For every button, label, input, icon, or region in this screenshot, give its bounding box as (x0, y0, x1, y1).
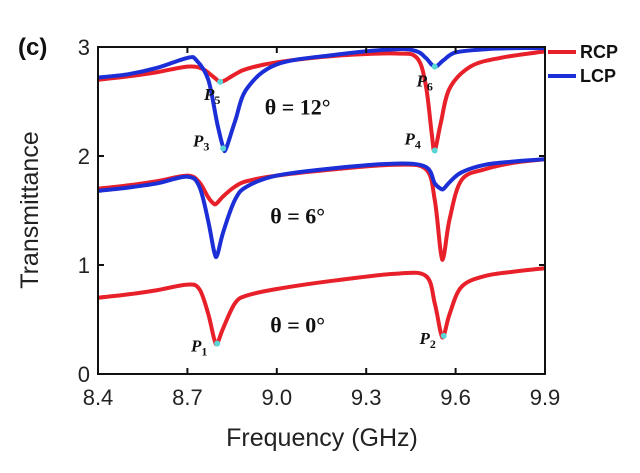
theta-label: θ = 6° (270, 204, 325, 229)
series-line-lcp-group-2 (98, 47, 545, 154)
legend-label-lcp: LCP (580, 66, 616, 86)
theta-label: θ = 0° (270, 313, 325, 338)
peak-marker (214, 340, 221, 347)
x-axis-title: Frequency (GHz) (226, 424, 418, 452)
peak-label: P4 (404, 130, 421, 152)
legend-label-rcp: RCP (580, 42, 618, 62)
peak-label: P1 (190, 336, 207, 358)
plot-area: 8.4 8.7 9.0 9.3 9.6 9.9 0 1 2 3 θ = 0° θ = 6° θ = 12… (78, 35, 561, 410)
y-tick-label: 1 (78, 253, 90, 278)
peak-label: P6 (416, 72, 433, 94)
axes-frame (97, 46, 546, 375)
series-line-rcp-group-0 (98, 266, 545, 347)
x-tick-label: 9.3 (351, 385, 382, 410)
peak-label: P3 (192, 131, 209, 153)
theta-label: θ = 12° (265, 95, 331, 120)
y-tick-label: 3 (78, 35, 90, 60)
peak-label: P5 (203, 85, 220, 107)
legend: RCP LCP (548, 42, 618, 86)
panel-label: (c) (18, 34, 47, 61)
peak-marker (217, 78, 224, 85)
x-tick-label: 9.0 (262, 385, 293, 410)
x-tick-label: 8.4 (83, 385, 114, 410)
series-line-lcp-group-1 (98, 157, 545, 260)
peak-marker (440, 332, 447, 339)
y-axis-title: Transmittance (16, 131, 44, 288)
peak-label: P2 (418, 329, 435, 351)
y-tick-label: 0 (78, 362, 90, 387)
x-tick-label: 9.9 (530, 385, 561, 410)
peak-marker (431, 63, 438, 70)
y-tick-label: 2 (78, 144, 90, 169)
peak-marker (220, 145, 227, 152)
series-lines (98, 47, 545, 347)
x-tick-label: 9.6 (440, 385, 471, 410)
x-tick-label: 8.7 (172, 385, 203, 410)
peak-marker (431, 147, 438, 154)
